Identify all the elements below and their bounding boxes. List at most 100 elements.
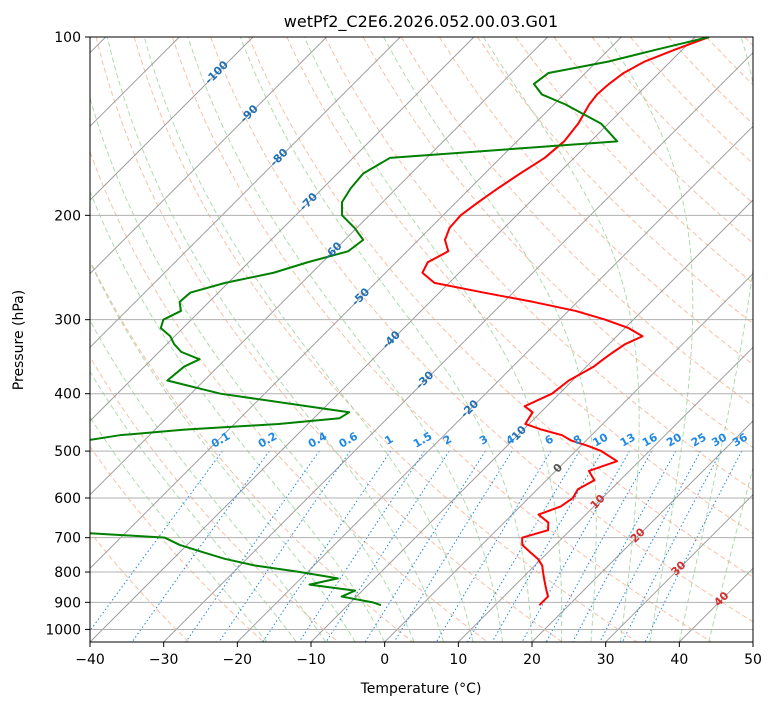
mixing-ratio-label: 1 <box>382 433 395 448</box>
dry-adiabat <box>90 356 339 642</box>
x-tick-label: 10 <box>449 652 467 668</box>
y-axis-title: Pressure (hPa) <box>11 290 27 390</box>
dry-adiabat <box>90 445 264 642</box>
dewpoint-profile <box>90 37 710 607</box>
dry-adiabat <box>133 37 638 642</box>
isotherm-label: -40 <box>380 328 403 351</box>
mixing-ratio-label: 0.2 <box>256 430 279 451</box>
mixing-ratio-line <box>90 450 223 632</box>
isotherm-label: -20 <box>458 397 481 420</box>
mixing-ratio-label: 0.4 <box>306 429 330 450</box>
mixing-ratio-label: 3 <box>477 433 490 448</box>
x-tick-label: 20 <box>523 652 541 668</box>
isotherm <box>90 37 549 496</box>
dry-adiabat <box>477 37 753 325</box>
x-tick-label: 50 <box>744 652 762 668</box>
mixing-ratio-label: 0.6 <box>337 429 361 450</box>
dry-adiabat <box>324 37 753 491</box>
dry-adiabat <box>515 37 753 284</box>
x-tick-label: 0 <box>380 652 389 668</box>
mixing-ratio-label: 13 <box>618 431 638 450</box>
isotherm <box>384 272 753 642</box>
y-tick-label: 400 <box>54 387 81 403</box>
moist-adiabat <box>708 466 753 642</box>
dry-adiabat <box>95 37 563 642</box>
temperature-profile <box>421 37 710 606</box>
mixing-ratio-label: 1.5 <box>411 430 434 451</box>
mixing-ratio-line <box>491 450 603 642</box>
x-tick-label: −30 <box>149 652 179 668</box>
isotherm <box>90 37 696 642</box>
y-tick-label: 1000 <box>45 622 81 638</box>
isotherm <box>457 346 753 642</box>
isotherm <box>236 125 753 642</box>
mixing-ratio-label: 16 <box>640 430 660 449</box>
y-tick-label: 200 <box>54 208 81 224</box>
mixing-ratio-line <box>298 450 425 642</box>
mixing-ratio-line <box>131 450 270 642</box>
plot-frame <box>89 36 754 643</box>
x-axis-title: Temperature (°C) <box>360 681 482 697</box>
y-tick-label: 500 <box>54 444 81 460</box>
y-tick-label: 800 <box>54 565 81 581</box>
dry-adiabat <box>362 37 753 449</box>
dry-adiabat <box>668 37 753 125</box>
isotherm <box>90 37 475 422</box>
mixing-ratio-line <box>262 450 392 642</box>
moist-adiabat <box>106 37 445 642</box>
moist-adiabat <box>482 37 640 642</box>
moist-adiabat <box>383 37 597 642</box>
moist-adiabat <box>607 37 694 642</box>
dry-adiabat <box>439 37 753 366</box>
isotherm <box>90 37 401 349</box>
chart-title: wetPf2_C2E6.2026.052.00.03.G01 <box>284 12 558 32</box>
isotherm <box>310 199 753 642</box>
moist-adiabat <box>187 37 504 642</box>
isotherm <box>678 567 753 642</box>
mixing-ratio-label: 6 <box>543 432 556 447</box>
y-tick-label: 900 <box>54 595 81 611</box>
dry-adiabat <box>248 37 753 578</box>
profile-lines <box>90 37 710 607</box>
mixing-ratio-label: 30 <box>709 430 729 449</box>
mixing-ratio-label: 8 <box>571 433 584 448</box>
mixing-ratio-label: 2 <box>441 433 454 448</box>
dry-adiabat <box>286 37 753 534</box>
mixing-ratio-line <box>572 450 677 642</box>
moist-adiabat <box>678 37 753 642</box>
y-tick-label: 600 <box>54 491 81 507</box>
isotherm <box>752 641 753 642</box>
mixing-ratio-line <box>325 450 450 642</box>
x-tick-label: −40 <box>75 652 105 668</box>
isotherm <box>90 37 328 275</box>
mixing-ratio-line <box>545 450 653 642</box>
mixing-ratio-line <box>644 450 743 642</box>
dry-adiabat <box>171 37 712 642</box>
moist-adiabat <box>143 37 474 642</box>
mixing-ratio-line <box>521 450 630 642</box>
dry-adiabat <box>210 37 753 623</box>
y-tick-label: 300 <box>54 313 81 329</box>
x-tick-label: 30 <box>597 652 615 668</box>
mixing-ratio-line <box>393 450 513 642</box>
moist-adiabat <box>90 416 268 642</box>
mixing-ratio-line <box>621 450 722 642</box>
mixing-ratio-label: 0.1 <box>209 430 232 451</box>
x-tick-label: 40 <box>670 652 688 668</box>
x-tick-label: −20 <box>223 652 253 668</box>
mixing-ratio-line <box>218 450 351 642</box>
mixing-ratio-line <box>599 450 701 642</box>
moist-adiabat <box>90 260 356 642</box>
isotherm-label: -100 <box>202 58 231 87</box>
isotherm <box>605 493 753 642</box>
isotherm <box>90 37 622 570</box>
isotherm <box>163 51 753 642</box>
dry-adiabat <box>400 37 753 407</box>
background-lines <box>90 37 753 642</box>
mixing-ratio-line <box>185 450 320 642</box>
moist-adiabat <box>303 37 563 642</box>
isoline-labels: -100-90-80-70-60-50-40-30-20-10010203040… <box>202 58 750 609</box>
x-tick-label: −10 <box>296 652 326 668</box>
isotherm <box>90 37 254 201</box>
